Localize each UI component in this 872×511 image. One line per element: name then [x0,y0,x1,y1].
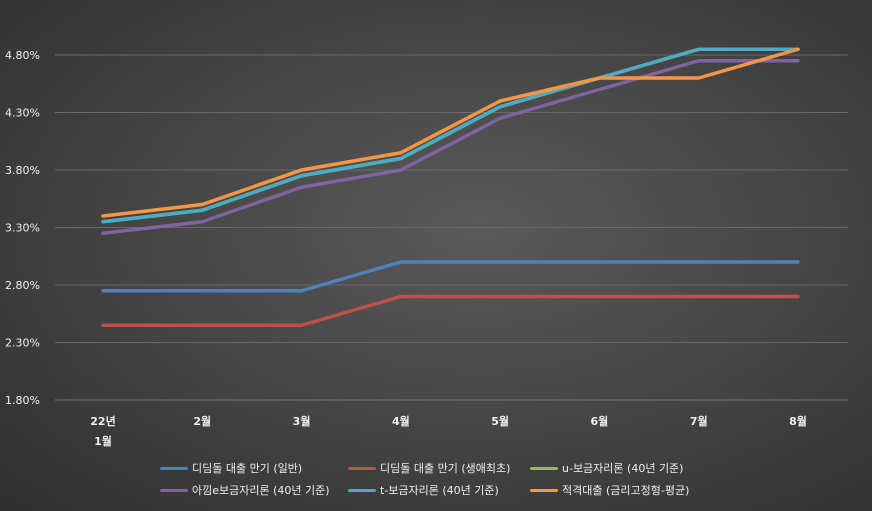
y-tick-label: 2.30% [5,337,40,350]
legend-swatch [530,466,558,470]
y-tick-label: 1.80% [5,394,40,407]
legend-swatch [348,466,376,470]
series-line-2 [101,294,800,327]
x-tick-label: 8월 [789,414,807,428]
legend-item: u-보금자리론 (40년 기준) [530,460,683,476]
x-tick-label: 22년 [90,414,115,428]
legend-swatch [160,466,188,470]
y-tick-label: 3.30% [5,222,40,235]
y-tick-label: 4.30% [5,107,40,120]
legend-label: 디딤돌 대출 만기 (생애최초) [380,462,511,475]
legend-label: u-보금자리론 (40년 기준) [562,462,684,475]
x-tick-label: 7월 [690,414,708,428]
legend-swatch [348,488,376,492]
legend-item: 적격대출 (금리고정형-평균) [530,482,689,498]
y-tick-label: 2.80% [5,279,40,292]
series-line-5 [101,47,800,224]
series-line-4 [101,59,800,235]
series-line-6 [101,47,800,218]
x-axis-tick-labels: 22년 1월 2월 3월 4월 5월 6월 7월 8월 [90,414,807,448]
y-tick-label: 3.80% [5,164,40,177]
legend-label: 디딤돌 대출 만기 (일반) [192,462,303,475]
legend-label: t-보금자리론 (40년 기준) [380,484,499,497]
legend-swatch [160,488,188,492]
x-tick-label: 4월 [392,414,410,428]
series-line-1 [101,260,800,293]
legend-swatch [530,488,558,492]
x-tick-label: 6월 [591,414,609,428]
x-tick-label: 2월 [193,414,211,428]
legend-label: 적격대출 (금리고정형-평균) [562,484,690,497]
y-tick-label: 4.80% [5,49,40,62]
legend-item: t-보금자리론 (40년 기준) [348,482,499,498]
legend-item: 아낌e보금자리론 (40년 기준) [160,482,330,498]
legend-item: 디딤돌 대출 만기 (생애최초) [348,460,510,476]
legend-item: 디딤돌 대출 만기 (일반) [160,460,302,476]
series-lines [101,47,800,327]
y-axis-tick-labels: 1.80% 2.30% 2.80% 3.30% 3.80% 4.30% 4.80% [5,49,40,407]
gridlines [55,54,848,401]
x-tick-label: 3월 [293,414,311,428]
series-line-3 [101,47,800,224]
x-tick-label: 1월 [94,434,112,448]
legend-label: 아낌e보금자리론 (40년 기준) [192,484,330,497]
x-tick-label: 5월 [491,414,509,428]
